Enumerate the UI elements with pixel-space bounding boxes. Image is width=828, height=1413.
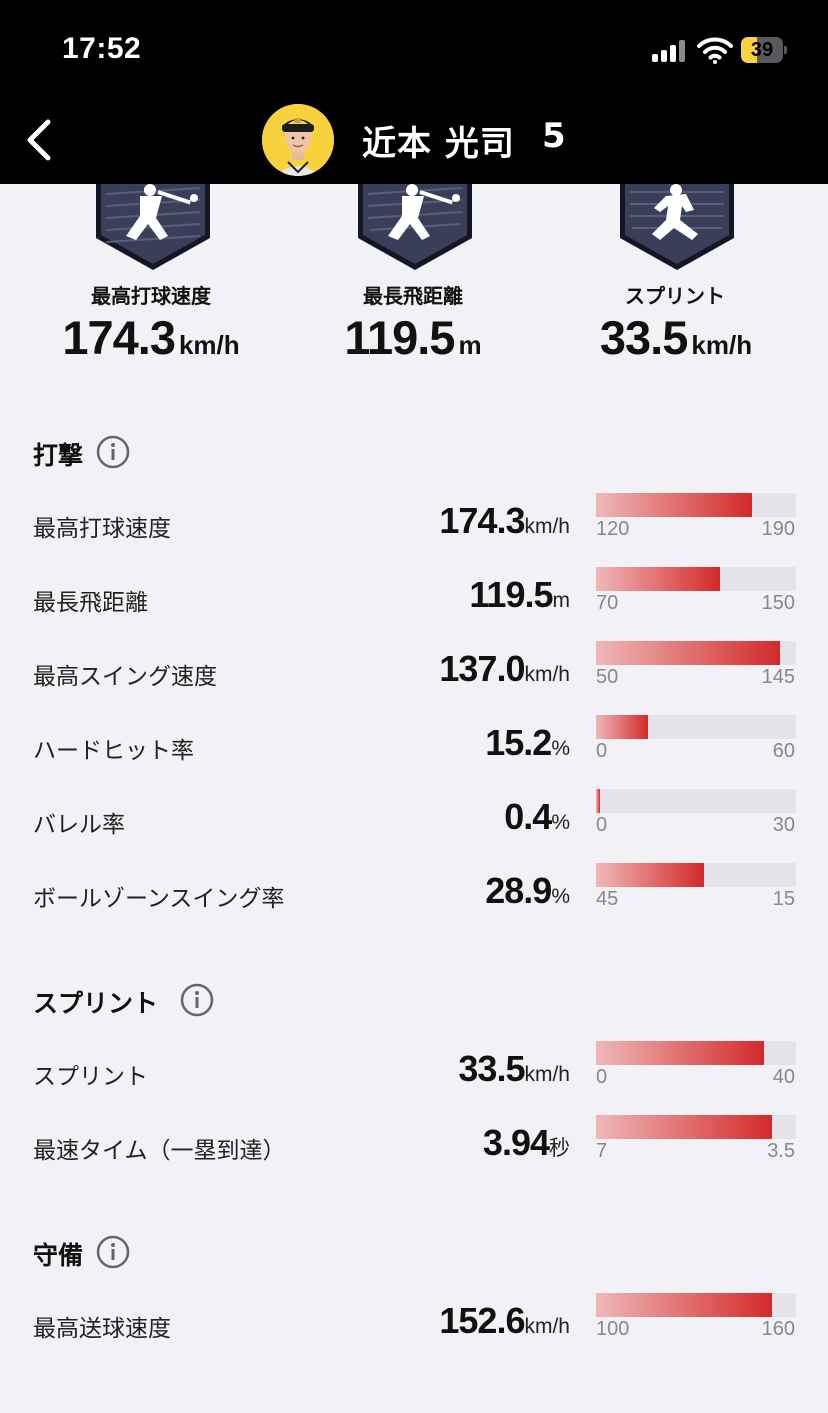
stat-label: バレル率 <box>33 812 125 838</box>
stat-bar-fill <box>596 789 600 813</box>
stat-bar-fill <box>596 493 752 517</box>
player-name: 近本 光司 <box>362 124 515 164</box>
stat-bar-max: 15 <box>772 888 795 910</box>
stat-bar-min: 120 <box>596 518 630 540</box>
stat-bar <box>596 641 796 665</box>
stat-value: 28.9% <box>485 870 570 911</box>
stat-bar-min: 0 <box>596 1066 608 1088</box>
batting-badge-icon <box>96 184 210 270</box>
stat-value: 119.5m <box>469 574 570 615</box>
stat-bar-max: 30 <box>772 814 795 836</box>
battery-icon: 39 <box>741 37 787 63</box>
stat-value: 33.5km/h <box>458 1048 570 1089</box>
stat-bar <box>596 863 796 887</box>
stat-label: スプリント <box>33 1064 148 1090</box>
status-time: 17:52 <box>62 32 142 65</box>
stat-value: 137.0km/h <box>439 648 570 689</box>
stat-bar <box>596 567 796 591</box>
top-bar: 17:52 39 近本 光司 5 <box>0 0 828 184</box>
stat-bar-max: 40 <box>772 1066 795 1088</box>
stat-bar-max: 150 <box>761 592 795 614</box>
stat-bar-fill <box>596 567 720 591</box>
highlight-label: 最長飛距離 <box>363 284 463 308</box>
stat-bar-min: 0 <box>596 740 608 762</box>
stat-bar <box>596 1293 796 1317</box>
stat-bar-fill <box>596 1293 772 1317</box>
stat-bar-fill <box>596 715 648 739</box>
stat-label: ボールゾーンスイング率 <box>33 886 285 912</box>
highlight-label: 最高打球速度 <box>91 284 211 308</box>
stat-bar-min: 100 <box>596 1318 630 1340</box>
stat-label: 最速タイム（一塁到達） <box>33 1138 286 1164</box>
stat-value: 3.94秒 <box>482 1122 570 1163</box>
stat-bar <box>596 715 796 739</box>
highlight-value: 119.5 m <box>344 311 482 364</box>
stat-bar-min: 7 <box>596 1140 608 1162</box>
section-title-sprint: スプリント <box>33 989 159 1018</box>
stat-label: 最高送球速度 <box>33 1316 171 1342</box>
stat-bar <box>596 1115 796 1139</box>
stat-label: ハードヒット率 <box>33 738 194 764</box>
info-icon[interactable] <box>180 983 214 1017</box>
sprint-badge-icon <box>620 184 734 270</box>
avatar <box>262 104 334 176</box>
stat-bar-max: 190 <box>761 518 795 540</box>
stat-bar-max: 145 <box>761 666 795 688</box>
stat-bar-fill <box>596 1041 764 1065</box>
stat-bar <box>596 789 796 813</box>
chevron-left-icon[interactable] <box>20 112 60 168</box>
info-icon[interactable] <box>96 435 130 469</box>
info-icon[interactable] <box>96 1235 130 1269</box>
stat-bar-fill <box>596 863 704 887</box>
stat-bar <box>596 1041 796 1065</box>
highlight-value: 174.3 km/h <box>62 311 240 364</box>
stat-bar-fill <box>596 1115 772 1139</box>
stat-value: 15.2% <box>485 722 570 763</box>
batting-badge-icon <box>358 184 472 270</box>
stat-bar-max: 60 <box>772 740 795 762</box>
stat-bar-min: 70 <box>596 592 619 614</box>
highlight-label: スプリント <box>625 284 725 308</box>
wifi-icon <box>697 37 733 64</box>
stat-bar-min: 50 <box>596 666 619 688</box>
section-title-batting: 打撃 <box>33 441 84 470</box>
stat-bar-min: 0 <box>596 814 608 836</box>
stat-bar-fill <box>596 641 780 665</box>
player-number: 5 <box>542 116 566 156</box>
stat-value: 174.3km/h <box>439 500 570 541</box>
stat-bar-max: 3.5 <box>767 1140 795 1162</box>
section-title-defense: 守備 <box>33 1241 84 1270</box>
stat-bar-min: 45 <box>596 888 619 910</box>
stat-label: 最長飛距離 <box>33 590 148 616</box>
highlight-value: 33.5 km/h <box>599 311 753 364</box>
stat-bar <box>596 493 796 517</box>
stat-label: 最高打球速度 <box>33 516 171 542</box>
stat-value: 152.6km/h <box>439 1300 570 1341</box>
battery-level: 39 <box>750 39 774 61</box>
stat-bar-max: 160 <box>761 1318 795 1340</box>
stat-label: 最高スイング速度 <box>33 664 217 690</box>
cellular-signal-icon <box>652 40 688 62</box>
stat-value: 0.4% <box>504 796 570 837</box>
